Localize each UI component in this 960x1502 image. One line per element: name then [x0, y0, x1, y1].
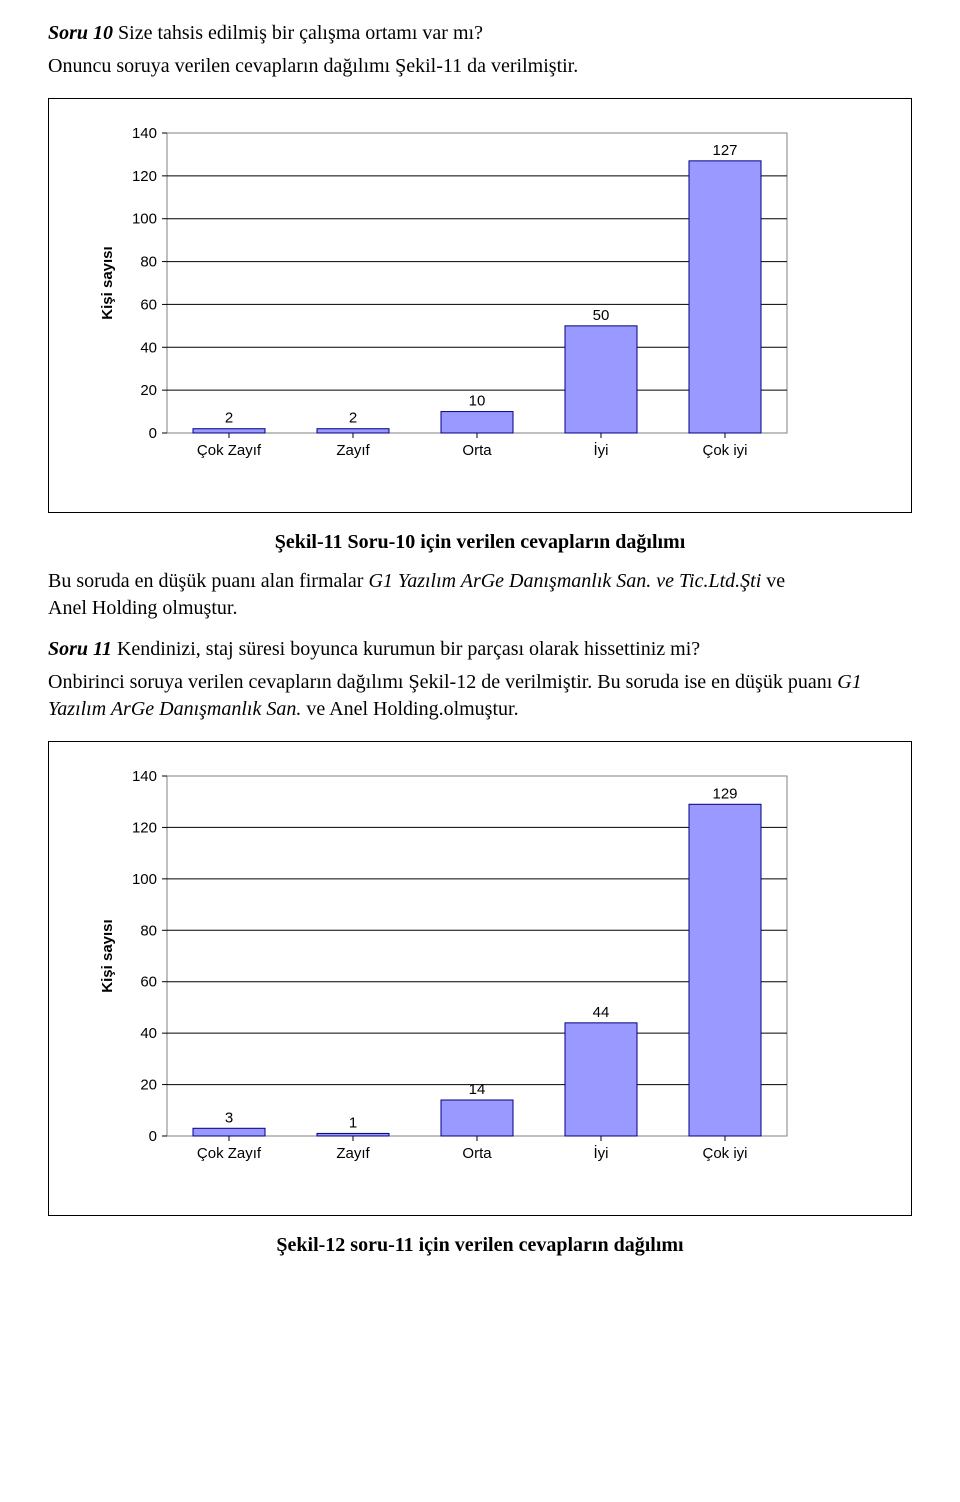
svg-text:127: 127	[712, 142, 737, 159]
svg-text:2: 2	[225, 410, 233, 427]
svg-text:40: 40	[140, 1025, 157, 1042]
svg-text:Kişi sayısı: Kişi sayısı	[99, 919, 116, 992]
svg-text:Orta: Orta	[462, 1145, 492, 1162]
svg-text:60: 60	[140, 974, 157, 991]
svg-text:14: 14	[469, 1081, 486, 1098]
svg-text:100: 100	[132, 211, 157, 228]
svg-text:İyi: İyi	[594, 441, 609, 459]
svg-text:50: 50	[593, 307, 610, 324]
soru11-question: Soru 11 Kendinizi, staj süresi boyunca k…	[48, 636, 912, 663]
svg-text:129: 129	[712, 785, 737, 802]
svg-text:40: 40	[140, 339, 157, 356]
bar	[565, 326, 637, 433]
bar	[317, 1133, 389, 1136]
svg-text:100: 100	[132, 871, 157, 888]
svg-text:Çok iyi: Çok iyi	[702, 1145, 747, 1162]
svg-text:2: 2	[349, 410, 357, 427]
soru11-label: Soru 11	[48, 638, 112, 660]
bar	[689, 161, 761, 433]
chart1-box: 0 20 40 60 80 100 120 140 2 Çok Zayıf 2 Zayıf 10 Orta…	[48, 98, 912, 513]
bar	[441, 1100, 513, 1136]
svg-text:Kişi sayısı: Kişi sayısı	[99, 246, 116, 319]
svg-text:Çok Zayıf: Çok Zayıf	[197, 1145, 262, 1162]
mid-text-c: ve	[766, 570, 785, 592]
chart2-mt-svg: 0 20 40 60 80 100 120 140 3 Çok Zayıf 1 Zayıf 14 Orta…	[77, 766, 837, 1196]
soru11-desc-a: Onbirinci soruya verilen cevapların dağı…	[48, 671, 837, 693]
chart1-mt-svg: 0 20 40 60 80 100 120 140 2 Çok Zayıf 2 Zayıf 10 Orta…	[77, 123, 837, 493]
chart2-title: Şekil-12 soru-11 için verilen cevapların…	[48, 1234, 912, 1257]
bar	[441, 412, 513, 433]
bar	[193, 429, 265, 433]
svg-text:140: 140	[132, 768, 157, 785]
svg-text:120: 120	[132, 819, 157, 836]
soru11-desc-c: ve Anel Holding.olmuştur.	[301, 698, 518, 720]
svg-text:20: 20	[140, 1077, 157, 1094]
svg-text:Çok Zayıf: Çok Zayıf	[197, 442, 262, 459]
svg-text:0: 0	[149, 425, 157, 442]
soru10-text: Size tahsis edilmiş bir çalışma ortamı v…	[113, 22, 483, 44]
svg-text:60: 60	[140, 296, 157, 313]
svg-text:Zayıf: Zayıf	[336, 1145, 370, 1162]
bar	[565, 1023, 637, 1136]
chart2-area: 0 20 40 60 80 100 120 140 3 Çok Zayıf 1 Zayıf 14 Orta…	[77, 766, 883, 1201]
soru11-text: Kendinizi, staj süresi boyunca kurumun b…	[112, 638, 700, 660]
chart1-title: Şekil-11 Soru-10 için verilen cevapların…	[48, 531, 912, 554]
soru10-desc: Onuncu soruya verilen cevapların dağılım…	[48, 53, 912, 80]
svg-text:44: 44	[593, 1004, 610, 1021]
svg-text:İyi: İyi	[594, 1144, 609, 1162]
bar	[689, 804, 761, 1136]
svg-text:Çok iyi: Çok iyi	[702, 442, 747, 459]
mid-text-a: Bu soruda en düşük puanı alan firmalar	[48, 570, 368, 592]
page: Soru 10 Size tahsis edilmiş bir çalışma …	[0, 0, 960, 1281]
svg-text:Orta: Orta	[462, 442, 492, 459]
bar	[193, 1128, 265, 1136]
svg-text:80: 80	[140, 254, 157, 271]
soru10-label: Soru 10	[48, 22, 113, 44]
mid-text-d: Anel Holding olmuştur.	[48, 597, 237, 619]
bar	[317, 429, 389, 433]
svg-text:Zayıf: Zayıf	[336, 442, 370, 459]
soru11-desc: Onbirinci soruya verilen cevapların dağı…	[48, 669, 912, 723]
svg-text:0: 0	[149, 1128, 157, 1145]
svg-text:10: 10	[469, 393, 486, 410]
chart2-box: 0 20 40 60 80 100 120 140 3 Çok Zayıf 1 Zayıf 14 Orta…	[48, 741, 912, 1216]
svg-text:3: 3	[225, 1109, 233, 1126]
mid-para: Bu soruda en düşük puanı alan firmalar G…	[48, 568, 912, 622]
svg-text:80: 80	[140, 922, 157, 939]
svg-text:120: 120	[132, 168, 157, 185]
mid-text-b: G1 Yazılım ArGe Danışmanlık San. ve Tic.…	[368, 570, 766, 592]
soru10-question: Soru 10 Size tahsis edilmiş bir çalışma …	[48, 20, 912, 47]
svg-text:1: 1	[349, 1114, 357, 1131]
chart1-area: 0 20 40 60 80 100 120 140 2 Çok Zayıf 2 Zayıf 10 Orta…	[77, 123, 883, 498]
svg-text:20: 20	[140, 382, 157, 399]
svg-text:140: 140	[132, 125, 157, 142]
